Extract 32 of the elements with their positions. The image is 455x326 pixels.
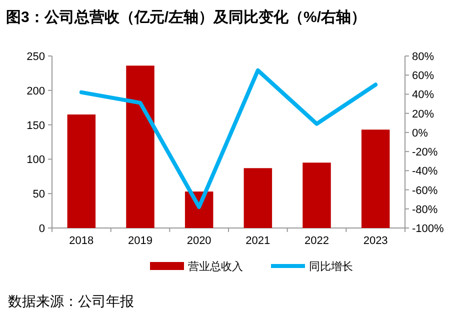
y2-tick-label: -100% [412,223,444,235]
bar [244,168,272,228]
line-series [79,68,378,209]
y-tick-label: 250 [26,51,45,63]
y2-tick-label: 80% [412,51,434,63]
x-tick-label: 2018 [69,235,94,247]
x-tick-label: 2023 [363,235,388,247]
y2-tick-label: 20% [412,108,434,120]
legend-label: 营业总收入 [188,260,243,273]
y-tick-label: 200 [26,85,45,98]
y-tick-label: 50 [32,188,45,201]
bar [126,66,154,228]
y2-tick-label: 40% [412,89,434,102]
y2-tick-label: -40% [412,166,438,178]
y2-tick-label: -60% [412,184,438,197]
x-tick-label: 2020 [186,235,212,247]
y2-tick-label: 60% [412,70,434,82]
y-tick-label: 150 [26,120,45,132]
x-tick-label: 2021 [246,235,270,247]
bar [302,162,331,228]
chart-title: 图3：公司总营收（亿元/左轴）及同比变化（%/右轴） [6,8,366,26]
source-note: 数据来源：公司年报 [8,293,134,309]
y-tick-label: 0 [38,223,45,235]
y2-tick-label: -20% [412,146,438,159]
y2-tick-label: -80% [412,204,438,216]
y2-tick-label: 0% [412,127,428,140]
x-tick-label: 2019 [128,235,152,247]
x-tick-label: 2022 [304,235,329,247]
y-tick-label: 100 [26,154,45,166]
legend-label: 同比增长 [309,260,353,273]
bar [67,114,96,228]
bar [361,130,390,228]
